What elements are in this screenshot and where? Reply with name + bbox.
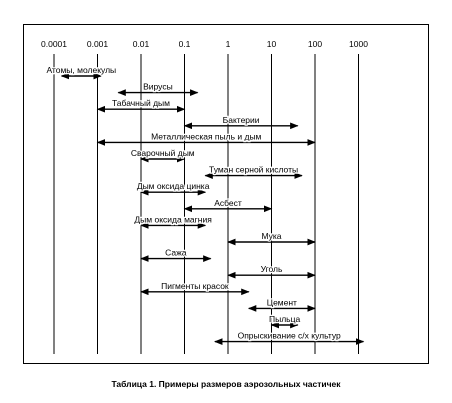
range-label: Сажа — [165, 248, 187, 258]
tick-label: 100 — [308, 39, 322, 49]
chart-caption: Таблица 1. Примеры размеров аэрозольных … — [111, 379, 341, 389]
range-label: Атомы, молекулы — [46, 65, 116, 75]
range-label: Пигменты красок — [161, 281, 229, 291]
range-label: Дым оксида магния — [134, 214, 212, 224]
range-label: Бактерии — [223, 115, 260, 125]
range-label: Сварочный дым — [131, 148, 195, 158]
range-label: Опрыскивание с/х культур — [238, 331, 341, 341]
range-label: Туман серной кислоты — [209, 165, 298, 175]
tick-label: 0.0001 — [41, 39, 67, 49]
range-label: Вирусы — [143, 82, 173, 92]
range-label: Цемент — [267, 297, 297, 307]
tick-label: 0.1 — [179, 39, 191, 49]
range-label: Асбест — [214, 198, 242, 208]
tick-label: 0.01 — [133, 39, 150, 49]
tick-label: 1000 — [349, 39, 368, 49]
range-label: Уголь — [261, 264, 283, 274]
range-label: Металлическая пыль и дым — [151, 131, 261, 141]
range-label: Табачный дым — [112, 98, 170, 108]
tick-label: 0.001 — [87, 39, 109, 49]
chart-frame — [23, 24, 429, 364]
range-label: Мука — [261, 231, 281, 241]
tick-label: 10 — [267, 39, 277, 49]
tick-label: 1 — [226, 39, 231, 49]
range-label: Пыльца — [269, 314, 300, 324]
range-label: Дым оксида цинка — [137, 181, 210, 191]
